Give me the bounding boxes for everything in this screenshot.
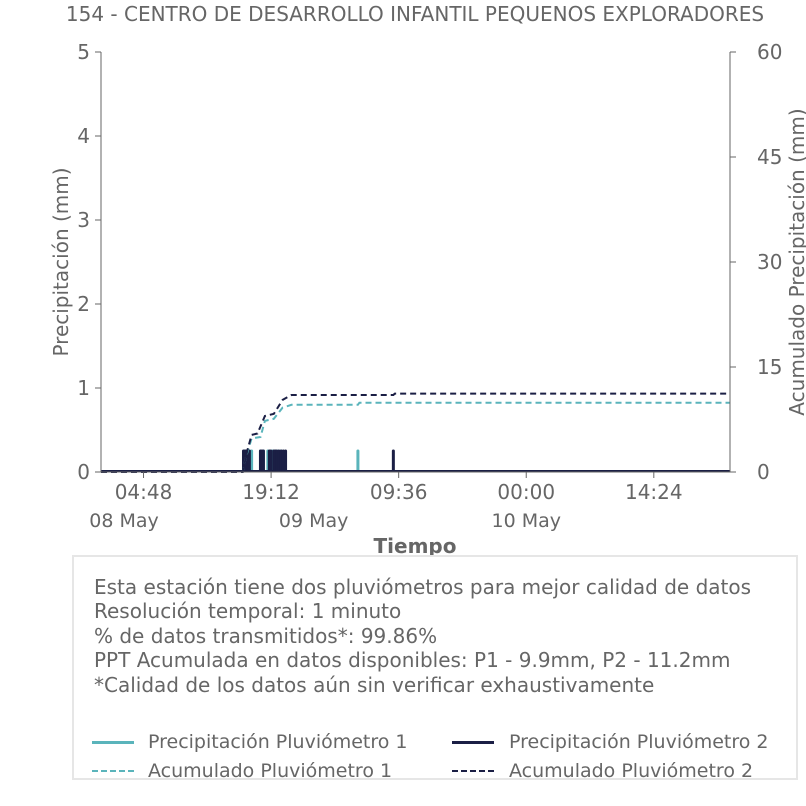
plot-area xyxy=(100,52,731,473)
info-box: Esta estación tiene dos pluviómetros par… xyxy=(72,555,798,782)
legend-label-p1-precip: Precipitación Pluviómetro 1 xyxy=(148,731,408,753)
accum-line-series-4 xyxy=(101,392,730,473)
left-tick-label: 1 xyxy=(77,376,90,400)
note-line: Esta estación tiene dos pluviómetros par… xyxy=(94,575,752,599)
bars-group xyxy=(101,449,730,473)
right-axis-ticks: 0 15 30 45 60 xyxy=(730,40,782,484)
note-line: Resolución temporal: 1 minuto xyxy=(94,599,402,624)
x-axis-label: Tiempo xyxy=(374,534,457,558)
left-tick-label: 3 xyxy=(77,208,90,232)
x-date-label: 08 May xyxy=(89,510,159,532)
legend-label-p1-accum: Acumulado Pluviómetro 1 xyxy=(148,760,393,782)
note-line: PPT Acumulada en datos disponibles: P1 -… xyxy=(94,648,731,673)
y-axis-left-label: Precipitación (mm) xyxy=(49,167,73,356)
lines-group xyxy=(101,392,730,473)
x-tick-label: 00:00 xyxy=(497,480,555,504)
x-axis-date-labels: 08 May 09 May 10 May xyxy=(89,510,561,532)
note-line: % de datos transmitidos*: 99.86% xyxy=(94,623,438,648)
legend-swatch-p1-accum xyxy=(92,770,134,772)
legend-swatch-p2-precip xyxy=(452,741,494,744)
y-axis-right-label: Acumulado Precipitación (mm) xyxy=(785,108,806,415)
legend-swatch-p1-precip xyxy=(92,741,134,744)
right-tick-label: 60 xyxy=(757,40,782,64)
x-axis-ticks: 04:48 19:12 09:36 00:00 14:24 xyxy=(115,472,683,504)
station-notes: Esta estación tiene dos pluviómetros par… xyxy=(94,575,751,697)
right-tick-label: 30 xyxy=(757,250,782,274)
legend-label-p2-accum: Acumulado Pluviómetro 2 xyxy=(509,760,754,782)
right-tick-label: 15 xyxy=(757,355,782,379)
x-date-label: 09 May xyxy=(279,510,349,532)
note-line: *Calidad de los datos aún sin verificar … xyxy=(94,672,655,697)
left-tick-label: 2 xyxy=(77,292,90,316)
x-date-label: 10 May xyxy=(491,510,561,532)
x-tick-label: 09:36 xyxy=(370,480,428,504)
right-tick-label: 45 xyxy=(757,145,782,169)
left-tick-label: 5 xyxy=(77,40,90,64)
right-tick-label: 0 xyxy=(757,460,770,484)
x-tick-label: 04:48 xyxy=(115,480,173,504)
accum-line-series-3 xyxy=(101,401,730,473)
legend-swatch-p2-accum xyxy=(452,770,494,772)
chart-title: 154 - CENTRO DE DESARROLLO INFANTIL PEQU… xyxy=(66,2,764,26)
x-tick-label: 14:24 xyxy=(625,480,683,504)
left-axis-ticks: 0 1 2 3 4 5 xyxy=(77,40,101,484)
left-tick-label: 0 xyxy=(77,460,90,484)
x-tick-label: 19:12 xyxy=(242,480,300,504)
left-tick-label: 4 xyxy=(77,124,90,148)
legend-label-p2-precip: Precipitación Pluviómetro 2 xyxy=(509,731,769,753)
